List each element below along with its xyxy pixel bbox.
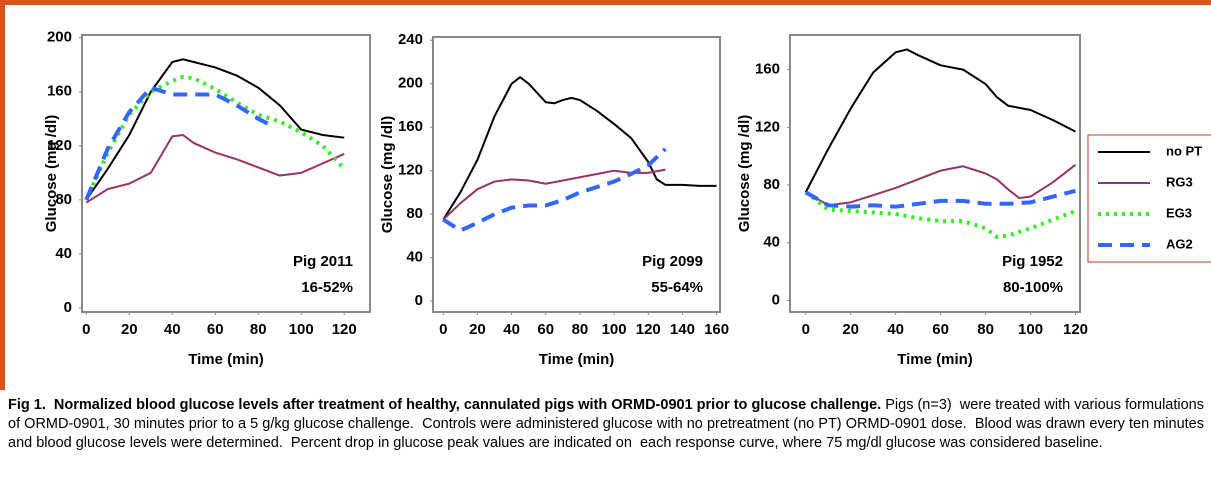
series-line	[804, 190, 1077, 239]
x-tick-label: 160	[704, 321, 729, 338]
x-tick-label: 140	[670, 321, 695, 338]
y-tick-label: 0	[415, 292, 423, 309]
x-tick-label: 60	[537, 321, 554, 338]
series-line	[805, 164, 1077, 207]
y-tick-label: 160	[47, 83, 72, 100]
y-tick-label: 200	[398, 75, 423, 92]
y-axis-label: Glucose (mg /dl)	[379, 116, 396, 234]
x-tick-label: 60	[207, 321, 224, 338]
x-tick-label: 80	[977, 321, 994, 338]
series-line	[85, 133, 345, 204]
series-line	[84, 85, 270, 201]
y-tick-label: 40	[406, 249, 423, 266]
x-tick-label: 20	[469, 321, 486, 338]
y-tick-label: 120	[398, 162, 423, 179]
x-tick-label: 40	[503, 321, 520, 338]
annotation: Pig 2099	[642, 253, 703, 270]
x-tick-label: 100	[1018, 321, 1043, 338]
x-tick-label: 80	[572, 321, 589, 338]
legend-label: AG2	[1166, 236, 1193, 251]
plot-frame	[789, 34, 1081, 313]
x-tick-label: 80	[250, 321, 267, 338]
y-tick-label: 160	[398, 118, 423, 135]
legend-label: EG3	[1166, 205, 1192, 220]
x-tick-label: 0	[439, 321, 447, 338]
x-axis-label: Time (min)	[539, 351, 615, 368]
x-tick-label: 120	[1063, 321, 1088, 338]
y-axis-label: Glucose (mg /dl)	[43, 115, 60, 233]
y-tick-label: 80	[763, 176, 780, 193]
annotation: Pig 2011	[293, 253, 353, 270]
annotation: Pig 1952	[1002, 253, 1063, 270]
series-line	[804, 48, 1076, 193]
series-line	[442, 76, 717, 221]
x-tick-label: 0	[802, 321, 810, 338]
y-tick-label: 200	[47, 29, 72, 46]
x-tick-label: 100	[289, 321, 314, 338]
annotation: 16-52%	[301, 279, 353, 296]
x-tick-label: 20	[121, 321, 138, 338]
series-line	[804, 188, 1076, 209]
legend-label: no PT	[1166, 143, 1202, 158]
x-tick-label: 40	[164, 321, 181, 338]
y-tick-label: 120	[755, 118, 780, 135]
x-axis-label: Time (min)	[188, 351, 264, 368]
annotation: 80-100%	[1003, 279, 1063, 296]
x-tick-label: 120	[332, 321, 357, 338]
series-line	[442, 147, 667, 233]
y-tick-label: 120	[47, 137, 72, 154]
x-axis-label: Time (min)	[897, 351, 973, 368]
y-axis-label: Glucose (mg /dl)	[736, 115, 753, 233]
caption: Fig 1. Normalized blood glucose levels a…	[8, 396, 1204, 453]
y-tick-label: 160	[755, 61, 780, 78]
caption-text: Pigs (n=3) were treated with various for…	[8, 397, 1204, 451]
caption-bold: Fig 1. Normalized blood glucose levels a…	[8, 397, 882, 413]
x-tick-label: 40	[887, 321, 904, 338]
y-tick-label: 240	[398, 31, 423, 48]
y-tick-label: 0	[64, 299, 72, 316]
series-line	[442, 168, 666, 221]
y-tick-label: 40	[763, 234, 780, 251]
plot-frame	[432, 36, 721, 313]
legend-label: RG3	[1166, 174, 1193, 189]
legend-box	[1087, 134, 1211, 263]
x-tick-label: 120	[636, 321, 661, 338]
plot-frame	[81, 34, 371, 313]
x-tick-label: 60	[932, 321, 949, 338]
x-tick-label: 20	[842, 321, 859, 338]
series-line	[85, 58, 345, 201]
series-line	[84, 74, 346, 201]
y-tick-label: 80	[406, 205, 423, 222]
y-tick-label: 40	[55, 245, 72, 262]
y-tick-label: 0	[772, 291, 780, 308]
annotation: 55-64%	[651, 279, 703, 296]
y-tick-label: 80	[55, 191, 72, 208]
x-tick-label: 100	[602, 321, 627, 338]
x-tick-label: 0	[82, 321, 90, 338]
